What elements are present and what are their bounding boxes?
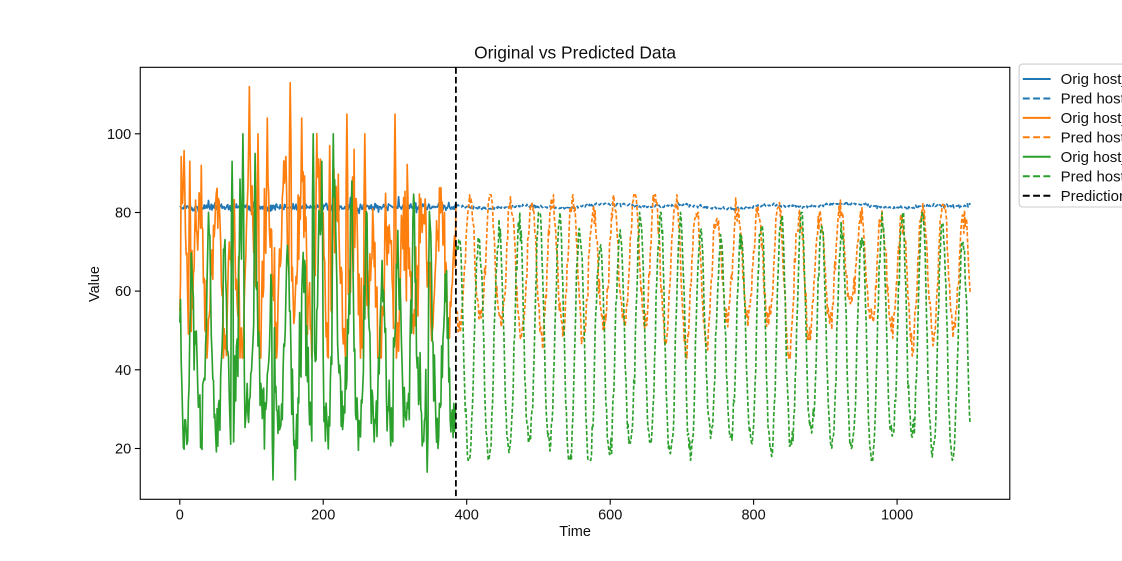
svg-text:Orig host_1: Orig host_1: [1061, 71, 1122, 88]
svg-text:Orig host_2: Orig host_2: [1061, 110, 1122, 127]
svg-text:200: 200: [311, 508, 335, 524]
svg-text:Original vs Predicted Data: Original vs Predicted Data: [474, 43, 676, 63]
svg-text:Time: Time: [559, 524, 591, 540]
svg-text:Prediction Start: Prediction Start: [1061, 188, 1122, 205]
svg-text:400: 400: [455, 508, 479, 524]
svg-text:20: 20: [115, 442, 131, 458]
svg-text:80: 80: [115, 206, 131, 222]
svg-text:Value: Value: [87, 266, 103, 302]
svg-text:0: 0: [176, 508, 184, 524]
svg-text:1000: 1000: [881, 508, 913, 524]
svg-text:800: 800: [741, 508, 765, 524]
svg-text:Orig host_3: Orig host_3: [1061, 149, 1122, 166]
svg-text:600: 600: [598, 508, 622, 524]
svg-text:40: 40: [115, 363, 131, 379]
svg-text:60: 60: [115, 284, 131, 300]
svg-text:Pred host_3: Pred host_3: [1061, 168, 1122, 185]
svg-text:Pred host_1: Pred host_1: [1061, 91, 1122, 108]
svg-text:Pred host_2: Pred host_2: [1061, 130, 1122, 147]
svg-text:100: 100: [107, 127, 131, 143]
